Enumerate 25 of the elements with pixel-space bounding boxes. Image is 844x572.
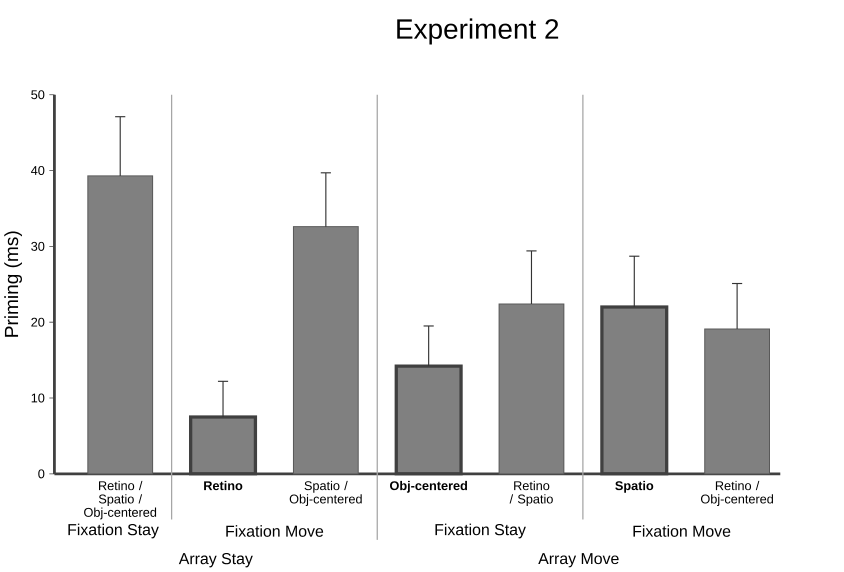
bar	[704, 328, 770, 475]
x-tick-label: Spatio / Obj-centered	[290, 481, 362, 506]
bar	[498, 304, 564, 475]
y-tick-label: 40	[31, 166, 44, 176]
text: Fixation Move	[633, 525, 730, 538]
y-tick-label: 50	[31, 90, 44, 100]
x-tick-label: Spatio	[615, 481, 654, 493]
chart-title: Experiment 2	[397, 18, 558, 45]
text: Fixation Stay	[68, 524, 159, 539]
bar	[292, 226, 359, 475]
text: Fixation Move	[226, 525, 324, 538]
x-tick-label: Obj-centered	[390, 481, 467, 493]
y-tick-label: 30	[31, 242, 44, 252]
y-tick-label: 10	[32, 394, 44, 403]
y-tick-label: 0	[38, 470, 44, 479]
text: Fixation Stay	[435, 524, 526, 539]
y-axis-title: Priming (ms)	[4, 232, 22, 337]
x-tick-label: Retino / Obj-centered	[700, 481, 773, 506]
text: Array Stay	[178, 553, 253, 568]
bar	[87, 176, 154, 475]
x-tick-label: Retino	[204, 481, 242, 490]
text: Array Move	[538, 553, 619, 568]
x-tick-label: Retino / Spatio / Obj-centered	[84, 481, 156, 520]
y-tick-label: 20	[31, 318, 44, 327]
x-tick-label: Retino / Spatio	[510, 481, 553, 506]
